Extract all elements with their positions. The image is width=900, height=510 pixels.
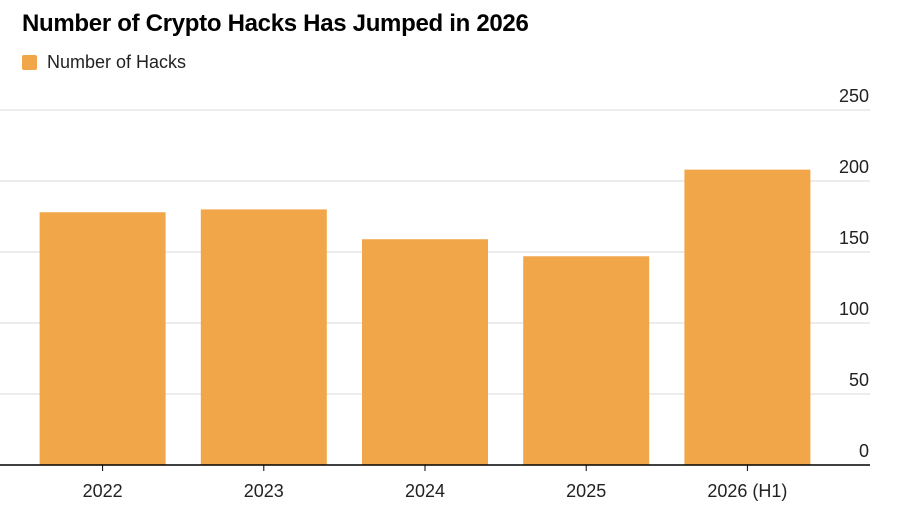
bar-2026-h1 (684, 169, 811, 465)
bar-2024 (362, 239, 488, 465)
bar-2023 (200, 209, 327, 465)
x-tick-label: 2023 (244, 481, 284, 501)
y-axis-labels: 0 50 100 150 200 250 (839, 86, 869, 461)
x-tick-label: 2026 (H1) (707, 481, 787, 501)
bar-2022 (39, 212, 166, 465)
legend-swatch (22, 54, 37, 70)
x-tick-label: 2025 (566, 481, 606, 501)
y-tick-label: 200 (839, 157, 869, 177)
x-tick-label: 2022 (83, 481, 123, 501)
y-tick-label: 250 (839, 86, 869, 106)
y-tick-label: 100 (839, 299, 869, 319)
y-tick-label: 150 (839, 228, 869, 248)
legend-label: Number of Hacks (47, 51, 187, 72)
bars (39, 169, 811, 465)
chart-title: Number of Crypto Hacks Has Jumped in 202… (22, 10, 529, 37)
chart-legend: Number of Hacks (22, 50, 186, 74)
x-axis-labels: 2022 2023 2024 2025 2026 (H1) (83, 465, 787, 501)
y-tick-label: 50 (849, 370, 869, 390)
bar-2025 (523, 256, 650, 465)
y-tick-label: 0 (859, 441, 869, 461)
x-tick-label: 2024 (405, 481, 445, 501)
